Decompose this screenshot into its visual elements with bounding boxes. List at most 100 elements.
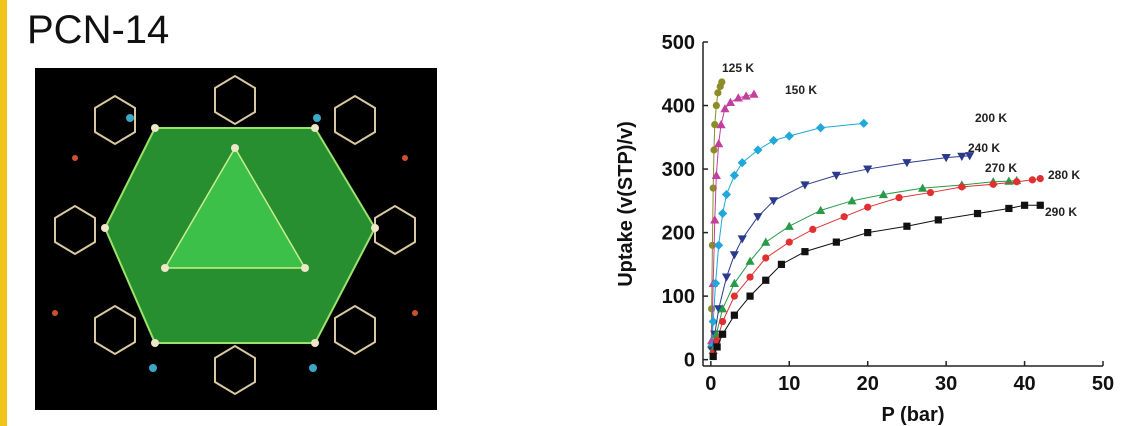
structure-image	[35, 68, 437, 410]
marker	[762, 254, 770, 262]
marker	[840, 213, 848, 221]
series-label: 240 K	[968, 141, 1000, 155]
marker	[958, 183, 966, 191]
marker	[709, 352, 717, 361]
series-line	[712, 204, 1041, 357]
marker	[864, 203, 872, 211]
series-line	[712, 178, 1041, 354]
marker	[918, 183, 928, 192]
marker	[721, 189, 732, 200]
x-tick-label: 40	[1013, 373, 1035, 395]
y-tick-label: 100	[662, 286, 695, 308]
marker	[725, 97, 736, 106]
marker	[800, 181, 810, 190]
marker	[784, 221, 794, 230]
y-tick-label: 400	[662, 96, 695, 118]
marker	[730, 311, 738, 319]
marker	[934, 216, 942, 224]
marker	[718, 304, 728, 313]
marker	[816, 205, 826, 214]
marker	[831, 171, 841, 181]
marker	[710, 146, 718, 154]
marker	[762, 276, 770, 284]
x-tick-label: 20	[857, 373, 879, 395]
accent-stripe	[0, 0, 7, 426]
marker	[1036, 174, 1044, 183]
marker	[957, 152, 967, 161]
marker	[730, 292, 738, 300]
marker	[749, 89, 759, 98]
marker	[777, 260, 786, 268]
marker	[746, 273, 754, 281]
y-tick-label: 200	[662, 223, 695, 245]
marker	[1005, 204, 1013, 213]
marker	[863, 165, 873, 174]
marker	[965, 152, 975, 161]
marker	[737, 235, 747, 244]
marker	[714, 139, 724, 148]
marker	[768, 197, 779, 206]
marker	[926, 188, 935, 197]
marker	[941, 154, 951, 163]
marker	[719, 330, 727, 338]
marker	[741, 91, 751, 100]
x-tick-label: 50	[1092, 373, 1114, 395]
marker	[716, 119, 726, 129]
slide-title: PCN-14	[27, 8, 170, 52]
marker	[761, 237, 771, 246]
marker	[714, 89, 722, 97]
marker	[847, 196, 857, 205]
marker	[733, 93, 743, 102]
x-tick-label: 0	[705, 373, 716, 395]
marker	[753, 213, 763, 222]
series-line	[711, 93, 755, 341]
marker	[729, 251, 739, 260]
series-label: 125 K	[722, 61, 754, 75]
marker	[711, 170, 721, 180]
series-label: 280 K	[1048, 168, 1080, 182]
x-axis-label: P (bar)	[882, 404, 945, 426]
marker	[809, 225, 817, 234]
marker	[895, 194, 903, 202]
marker	[1036, 201, 1044, 209]
marker	[719, 317, 727, 326]
marker	[737, 158, 747, 168]
marker	[718, 208, 728, 219]
marker	[746, 292, 754, 300]
marker	[801, 248, 809, 256]
marker	[720, 104, 730, 113]
series-label: 150 K	[785, 83, 817, 97]
marker	[721, 273, 732, 282]
marker	[989, 180, 997, 188]
marker	[729, 278, 739, 288]
marker	[784, 131, 794, 141]
marker	[903, 222, 911, 230]
marker	[864, 228, 872, 237]
y-tick-label: 0	[684, 350, 695, 372]
marker	[729, 170, 739, 181]
marker	[859, 118, 869, 128]
marker	[1028, 176, 1037, 184]
series-line	[711, 155, 970, 351]
marker	[973, 209, 982, 218]
chart: 0 100 200 300 400 500 0 10 20 30 40 50 P (bar) Uptake…	[615, 32, 1114, 426]
series-label: 270 K	[985, 161, 1017, 175]
marker	[1020, 201, 1029, 209]
marker	[713, 343, 721, 351]
marker	[712, 101, 720, 110]
marker	[710, 215, 720, 224]
series-label: 200 K	[975, 111, 1007, 125]
marker	[1013, 178, 1021, 186]
marker	[785, 238, 793, 246]
marker	[711, 120, 719, 129]
y-tick-label: 300	[662, 159, 695, 181]
marker	[709, 184, 717, 192]
marker	[718, 78, 726, 86]
marker	[878, 189, 888, 199]
series-label: 290 K	[1045, 205, 1077, 219]
x-tick-label: 30	[935, 373, 957, 395]
marker	[832, 238, 840, 246]
marker	[816, 123, 826, 133]
marker	[902, 159, 912, 168]
